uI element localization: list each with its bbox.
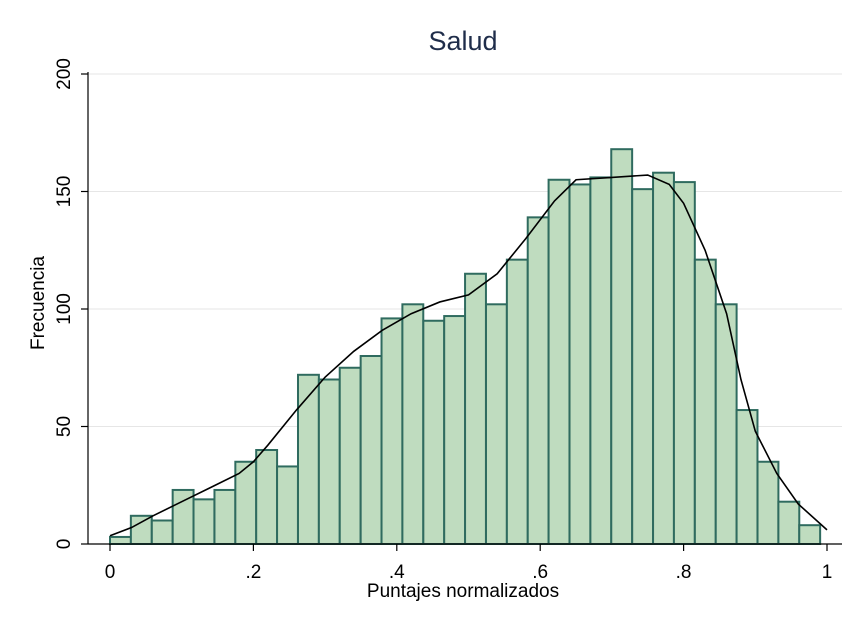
x-tick-label-0: 0 <box>105 562 116 583</box>
x-tick-label-3: .6 <box>532 562 548 583</box>
histogram-bar-29 <box>714 303 738 545</box>
histogram-bar-18 <box>484 303 508 545</box>
y-tick-label-0: 0 <box>54 539 75 550</box>
x-tick-label-1: .2 <box>245 562 261 583</box>
histogram-bar-0 <box>109 535 132 546</box>
y-tick-label-4: 200 <box>54 58 75 90</box>
histogram-bar-33 <box>798 524 822 546</box>
density-curve <box>109 174 828 537</box>
histogram-bar-9 <box>296 373 320 545</box>
histogram-bar-12 <box>359 355 383 545</box>
histogram-bar-25 <box>631 188 655 545</box>
histogram-bar-10 <box>317 378 341 545</box>
y-axis-label: Frecuencia <box>28 256 49 350</box>
histogram-bar-17 <box>464 272 487 545</box>
histogram-bar-22 <box>568 183 592 545</box>
histogram-bar-24 <box>610 148 634 545</box>
histogram-bar-2 <box>150 519 174 545</box>
ticks-layer: 0 .2 .4 .6 .8 1 0 50 100 150 200 <box>54 58 832 583</box>
histogram-bar-27 <box>672 181 696 545</box>
histogram-bar-16 <box>443 315 467 545</box>
histogram-bar-11 <box>338 366 362 545</box>
histogram-bar-20 <box>526 216 550 545</box>
histogram-bar-5 <box>213 488 237 546</box>
histogram-bar-31 <box>756 460 780 545</box>
histogram-bar-28 <box>693 258 717 545</box>
histogram-bar-15 <box>422 319 446 545</box>
x-tick-label-2: .4 <box>389 562 405 583</box>
histogram-bar-4 <box>192 498 216 546</box>
x-tick-label-4: .8 <box>676 562 692 583</box>
histogram-bar-1 <box>129 514 153 545</box>
chart-title: Salud <box>428 26 497 56</box>
y-tick-label-3: 150 <box>54 176 75 208</box>
histogram-bar-19 <box>505 258 529 545</box>
histogram-bar-13 <box>380 317 404 545</box>
histogram-bar-23 <box>589 176 613 545</box>
histogram-bar-14 <box>401 303 425 545</box>
histogram-bar-7 <box>255 449 279 545</box>
y-tick-label-1: 50 <box>54 416 75 437</box>
histogram-bar-32 <box>777 500 801 546</box>
x-tick-label-5: 1 <box>822 562 833 583</box>
histogram-bar-26 <box>652 171 675 545</box>
histogram-bar-8 <box>276 465 299 546</box>
y-tick-label-2: 100 <box>54 293 75 325</box>
x-axis-label: Puntajes normalizados <box>367 581 559 602</box>
histogram-bar-21 <box>547 178 571 545</box>
